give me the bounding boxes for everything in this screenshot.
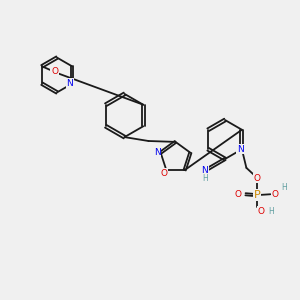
Text: H: H: [202, 174, 208, 183]
Text: H: H: [268, 207, 274, 216]
Text: N: N: [67, 79, 73, 88]
Text: H: H: [281, 183, 287, 192]
Text: O: O: [258, 207, 265, 216]
Text: N: N: [202, 166, 208, 175]
Text: O: O: [235, 190, 242, 199]
Text: O: O: [272, 190, 279, 199]
Text: O: O: [51, 67, 58, 76]
Text: O: O: [254, 173, 261, 182]
Text: P: P: [254, 190, 260, 200]
Text: N: N: [154, 148, 160, 157]
Text: O: O: [160, 169, 167, 178]
Text: N: N: [237, 145, 244, 154]
